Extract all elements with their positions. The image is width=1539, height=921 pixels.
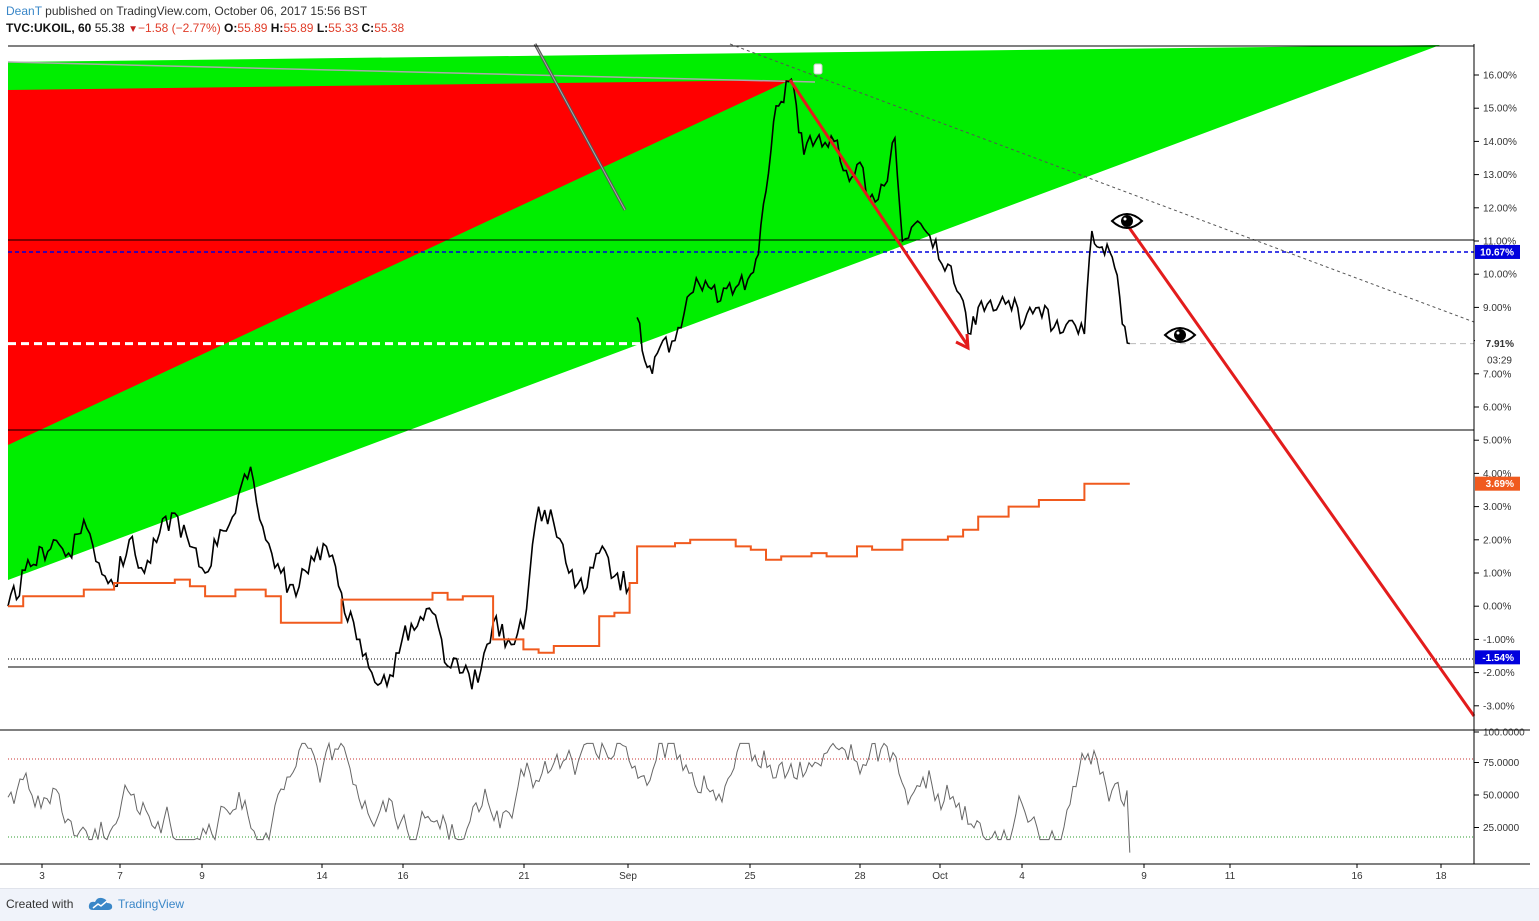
y-tick-label: -2.00% bbox=[1483, 668, 1515, 679]
orange-last-badge: 3.69% bbox=[1486, 479, 1514, 490]
blue-level-badge-bg bbox=[1475, 244, 1520, 259]
price-badges: 10.67% 7.91% 03:29 3.69% -1.54% bbox=[1475, 244, 1520, 665]
orange-series bbox=[8, 482, 1130, 654]
y-tick-label: 9.00% bbox=[1483, 303, 1511, 314]
high-label: H: bbox=[270, 21, 284, 35]
current-price-badge: 7.91% bbox=[1486, 339, 1514, 350]
x-tick-label: 4 bbox=[1019, 871, 1025, 882]
rsi-tick-label: 50.0000 bbox=[1483, 791, 1520, 802]
y-tick-label: 6.00% bbox=[1483, 403, 1511, 414]
y-tick-label: -1.00% bbox=[1483, 635, 1515, 646]
footer: Created with TradingView bbox=[0, 888, 1539, 921]
y-tick-label: 10.00% bbox=[1483, 270, 1517, 281]
low-value: 55.33 bbox=[328, 21, 359, 35]
x-tick-label: 21 bbox=[518, 871, 530, 882]
open-value: 55.89 bbox=[237, 21, 268, 35]
y-tick-label: 11.00% bbox=[1483, 237, 1516, 248]
price-series bbox=[7, 77, 1130, 690]
y-tick-label: -3.00% bbox=[1483, 701, 1515, 712]
x-tick-label: 9 bbox=[199, 871, 205, 882]
price-line-segment bbox=[636, 77, 1130, 375]
eye-icon bbox=[1163, 327, 1197, 343]
x-tick-label: Sep bbox=[619, 871, 637, 882]
y-tick-label: 3.00% bbox=[1483, 502, 1511, 513]
rsi-tick-label: 75.0000 bbox=[1483, 758, 1520, 769]
tradingview-cloud-icon[interactable] bbox=[88, 896, 114, 912]
down-arrow-2[interactable] bbox=[1126, 225, 1476, 717]
x-tick-label: 3 bbox=[39, 871, 45, 882]
rsi-axis[interactable]: 100.0000 75.0000 50.0000 25.0000 bbox=[1474, 728, 1525, 835]
y-tick-label: 16.00% bbox=[1483, 71, 1517, 82]
publish-text: published on TradingView.com, October 06… bbox=[41, 4, 368, 18]
x-tick-label: 7 bbox=[117, 871, 123, 882]
eye-icon bbox=[1110, 213, 1144, 229]
y-tick-label: 13.00% bbox=[1483, 170, 1517, 181]
price-line-segment bbox=[7, 466, 631, 690]
x-tick-label: 11 bbox=[1225, 871, 1236, 882]
low-label: L: bbox=[316, 21, 329, 35]
x-axis[interactable]: 3 7 9 14 16 21 Sep 25 28 Oct 4 9 11 16 18 bbox=[39, 864, 1447, 882]
y-tick-label: 2.00% bbox=[1483, 535, 1511, 546]
drawing-handle[interactable] bbox=[813, 63, 823, 75]
blue-level-badge: 10.67% bbox=[1480, 247, 1514, 258]
x-tick-label: 16 bbox=[1351, 871, 1363, 882]
y-tick-label: 0.00% bbox=[1483, 602, 1511, 613]
y-tick-label: 7.00% bbox=[1483, 369, 1511, 380]
down-arrow-1[interactable] bbox=[788, 79, 970, 351]
y-axis[interactable]: 16.00% 15.00% 14.00% 13.00% 12.00% 11.00% 10.0… bbox=[1474, 71, 1517, 713]
x-tick-label: Oct bbox=[932, 871, 948, 882]
last-price: 55.38 bbox=[94, 21, 125, 35]
rsi-tick-label: 100.0000 bbox=[1483, 728, 1525, 739]
open-label: O: bbox=[224, 21, 238, 35]
symbol-info: TVC:UKOIL, 60 55.38 ▼−1.58 (−2.77%) O:55… bbox=[6, 21, 404, 35]
rsi-tick-label: 25.0000 bbox=[1483, 823, 1520, 834]
x-tick-label: 14 bbox=[316, 871, 328, 882]
y-tick-label: 12.00% bbox=[1483, 203, 1517, 214]
x-tick-label: 16 bbox=[397, 871, 409, 882]
current-price-badge-bg bbox=[1475, 336, 1520, 351]
x-tick-label: 28 bbox=[854, 871, 866, 882]
close-value: 55.38 bbox=[374, 21, 405, 35]
publish-info: DeanT published on TradingView.com, Octo… bbox=[6, 4, 367, 18]
y-tick-label: 4.00% bbox=[1483, 469, 1511, 480]
close-label: C: bbox=[361, 21, 375, 35]
tradingview-brand[interactable]: TradingView bbox=[118, 897, 185, 911]
author-name[interactable]: DeanT bbox=[6, 4, 42, 18]
x-tick-label: 25 bbox=[744, 871, 756, 882]
down-triangle-icon: ▼ bbox=[128, 24, 138, 35]
high-value: 55.89 bbox=[283, 21, 314, 35]
low-level-badge-bg bbox=[1475, 650, 1520, 665]
symbol-name: TVC:UKOIL, 60 bbox=[6, 21, 92, 35]
y-tick-label: 15.00% bbox=[1483, 104, 1517, 115]
created-with-text: Created with bbox=[6, 897, 74, 911]
y-tick-label: 1.00% bbox=[1483, 569, 1511, 580]
orange-last-badge-bg bbox=[1475, 476, 1520, 491]
x-tick-label: 9 bbox=[1141, 871, 1147, 882]
rsi-line bbox=[7, 741, 1131, 853]
channel-top-line[interactable] bbox=[7, 61, 816, 83]
low-level-badge: -1.54% bbox=[1482, 653, 1514, 664]
x-tick-label: 18 bbox=[1435, 871, 1447, 882]
y-tick-label: 5.00% bbox=[1483, 436, 1511, 447]
price-chart[interactable]: 16.00% 15.00% 14.00% 13.00% 12.00% 11.00% 10.0… bbox=[0, 0, 1539, 888]
y-tick-label: 14.00% bbox=[1483, 137, 1517, 148]
countdown-label: 03:29 bbox=[1487, 356, 1512, 367]
price-change: −1.58 (−2.77%) bbox=[137, 21, 221, 35]
red-wedge[interactable] bbox=[8, 80, 790, 445]
dashed-trendline[interactable] bbox=[729, 43, 1475, 323]
